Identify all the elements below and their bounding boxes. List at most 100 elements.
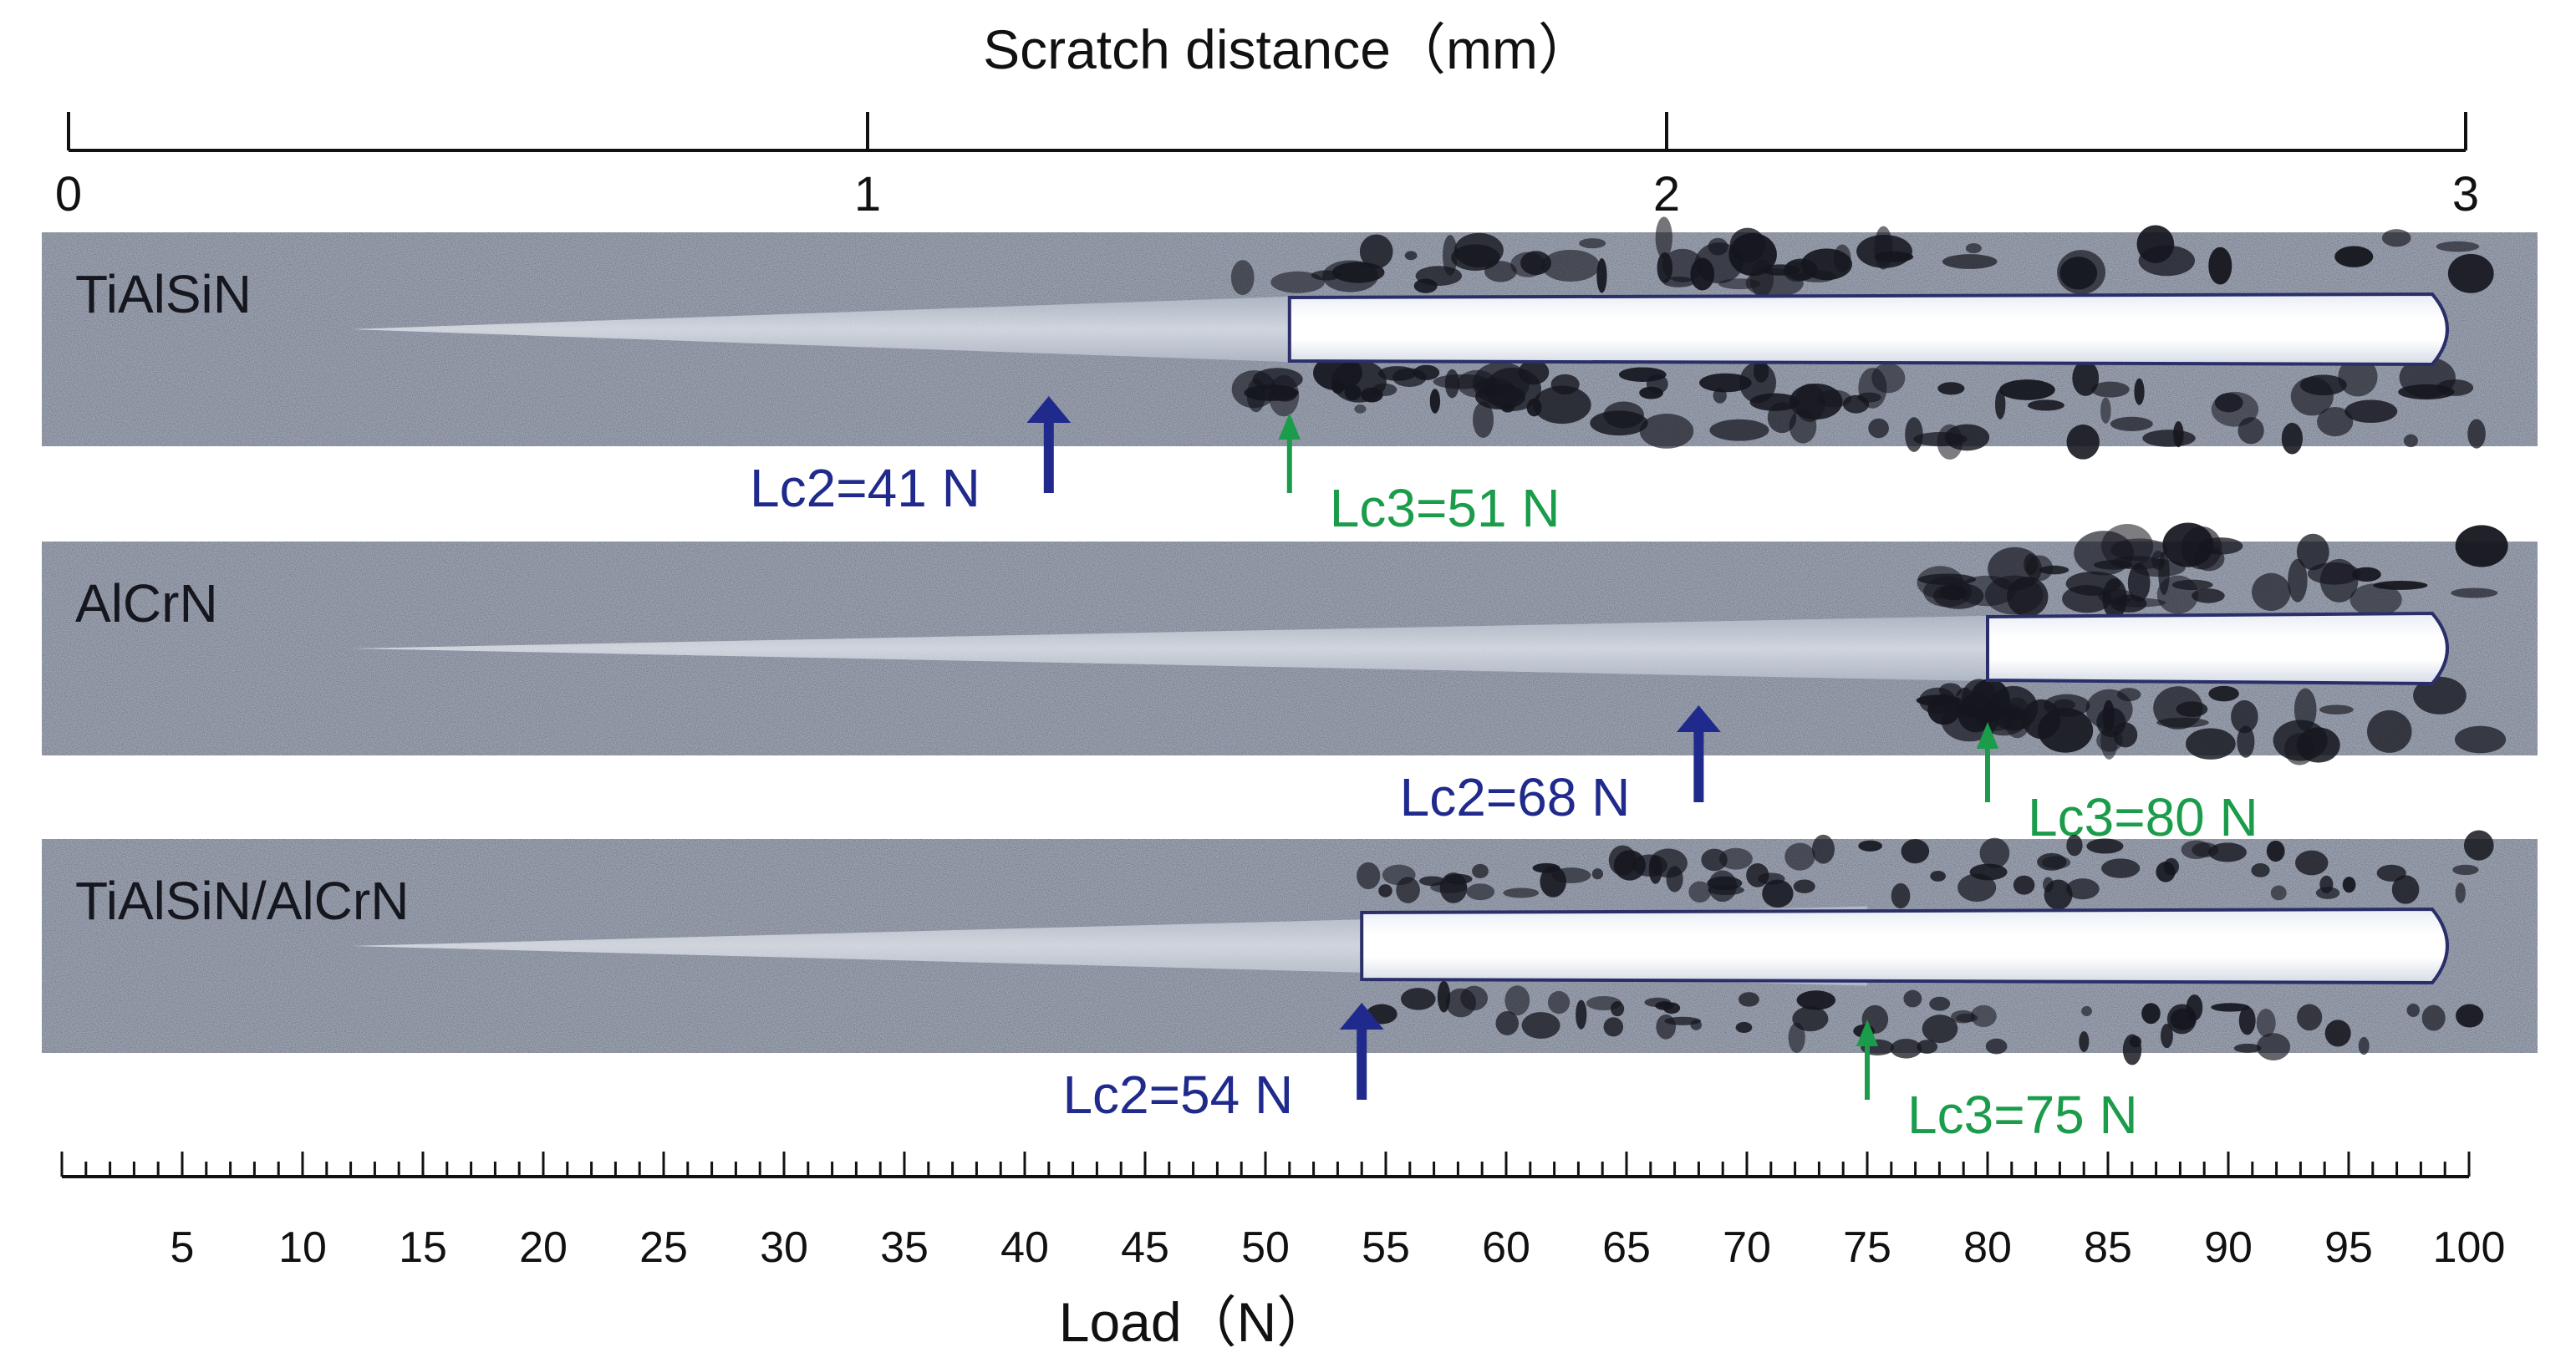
debris-flake <box>1272 385 1297 402</box>
debris-flake <box>2338 357 2378 397</box>
debris-flake <box>2297 1004 2323 1031</box>
top-tick-label: 1 <box>854 167 881 221</box>
panel-label: TiAlSiN/AlCrN <box>75 871 409 931</box>
debris-flake <box>2193 546 2225 572</box>
load-tick-label: 70 <box>1723 1223 1771 1272</box>
debris-flake <box>2455 882 2466 903</box>
scratch-distance-axis: Scratch distance（mm） 0 1 2 3 <box>55 18 2479 221</box>
panel-label: TiAlSiN <box>75 264 252 324</box>
debris-flake <box>2136 225 2175 263</box>
debris-flake <box>2100 397 2111 424</box>
debris-flake <box>2319 704 2354 715</box>
debris-flake <box>1520 251 1552 276</box>
debris-flake <box>1956 1013 1978 1023</box>
debris-flake <box>2467 419 2486 449</box>
scratch-panels: TiAlSiN Lc2=41 N Lc3=51 N AlCrN Lc2=68 N Lc3=… <box>42 216 2538 1145</box>
debris-flake <box>1749 393 1800 411</box>
debris-flake <box>2342 877 2356 893</box>
load-tick-label: 45 <box>1121 1223 1169 1272</box>
debris-flake <box>1917 1040 1938 1054</box>
debris-flake <box>1359 234 1393 269</box>
debris-flake <box>2381 229 2411 247</box>
debris-flake <box>1662 1002 1681 1015</box>
lc3-label: Lc3=51 N <box>1330 478 1560 538</box>
debris-flake <box>2233 1043 2262 1053</box>
debris-flake <box>1957 873 1997 902</box>
debris-flake <box>1354 404 1367 414</box>
debris-flake <box>2299 374 2347 396</box>
debris-flake <box>1521 1012 1560 1040</box>
debris-flake <box>2237 725 2255 758</box>
debris-flake <box>2110 416 2153 431</box>
debris-flake <box>1929 996 1951 1011</box>
debris-flake <box>1608 845 1637 876</box>
debris-flake <box>2079 1030 2090 1052</box>
debris-flake <box>1603 1017 1624 1037</box>
debris-flake <box>2391 875 2420 904</box>
top-axis-title: Scratch distance（mm） <box>983 18 1593 80</box>
debris-flake <box>2293 688 2317 731</box>
lc2-arrow-head <box>1677 705 1721 732</box>
debris-flake <box>2288 558 2308 603</box>
debris-flake <box>1270 271 1325 293</box>
lc3-arrow-head <box>1976 722 1999 749</box>
load-tick-label: 90 <box>2204 1223 2253 1272</box>
debris-flake <box>1656 1014 1677 1040</box>
debris-flake <box>1322 260 1378 292</box>
lc3-arrow-head <box>1278 413 1301 440</box>
debris-flake <box>1396 877 1420 903</box>
debris-flake <box>2281 422 2304 455</box>
debris-flake <box>2296 533 2329 571</box>
load-tick-label: 35 <box>880 1223 929 1272</box>
debris-flake <box>1713 388 1727 404</box>
debris-flake <box>1547 990 1571 1015</box>
debris-flake <box>1646 374 1668 394</box>
debris-flake <box>2266 840 2285 862</box>
debris-flake <box>2251 863 2270 877</box>
debris-flake <box>1891 882 1911 909</box>
debris-flake <box>1890 1038 1922 1059</box>
debris-flake <box>2101 858 2141 878</box>
debris-flake <box>2173 421 2184 448</box>
debris-flake <box>1937 382 1965 395</box>
debris-flake <box>2211 391 2259 427</box>
exposed-substrate <box>1287 292 2449 367</box>
debris-flake <box>1833 244 1851 272</box>
debris-flake <box>2454 725 2507 754</box>
debris-flake <box>2367 709 2412 753</box>
load-tick-label: 75 <box>1843 1223 1891 1272</box>
debris-flake <box>1540 866 1566 898</box>
debris-flake <box>1429 389 1440 414</box>
debris-flake <box>2102 699 2115 732</box>
load-tick-label: 95 <box>2324 1223 2373 1272</box>
debris-flake <box>2211 1003 2250 1012</box>
debris-flake <box>1944 424 1990 451</box>
debris-flake <box>2094 560 2133 570</box>
load-tick-label: 60 <box>1482 1223 1530 1272</box>
debris-flake <box>1649 848 1688 878</box>
debris-flake <box>2421 1004 2446 1031</box>
debris-flake <box>2455 525 2508 567</box>
debris-flake <box>1472 863 1489 878</box>
debris-flake <box>2066 834 2083 857</box>
debris-flake <box>1460 985 1489 1011</box>
debris-flake <box>1868 418 1889 439</box>
load-tick-label: 40 <box>1000 1223 1049 1272</box>
debris-flake <box>1858 840 1882 852</box>
top-axis-ticks: 0 1 2 3 <box>55 112 2479 221</box>
debris-flake <box>1979 837 2010 868</box>
debris-flake <box>1444 873 1473 885</box>
debris-flake <box>2086 838 2124 854</box>
debris-flake <box>1611 1001 1625 1017</box>
debris-flake <box>1762 879 1794 908</box>
debris-flake <box>1930 870 1947 882</box>
debris-flake <box>1231 370 1276 409</box>
debris-flake <box>2256 1009 2276 1037</box>
load-tick-label: 25 <box>639 1223 688 1272</box>
debris-flake <box>1331 359 1387 403</box>
debris-flake <box>2153 686 2203 730</box>
debris-flake <box>1662 277 1695 287</box>
exposed-substrate <box>1360 907 2449 985</box>
debris-flake <box>2039 565 2069 575</box>
debris-flake <box>1999 379 2055 400</box>
